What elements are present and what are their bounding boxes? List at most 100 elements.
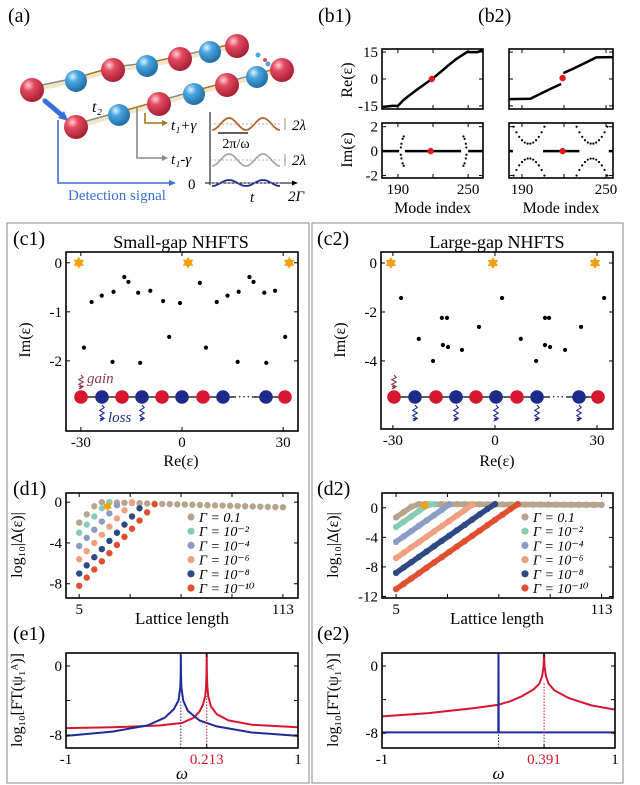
data-point <box>465 146 468 149</box>
data-point <box>462 135 465 138</box>
loss-site <box>489 390 503 404</box>
data-point <box>197 280 202 285</box>
data-point <box>98 558 106 565</box>
legend-label: Γ = 10⁻⁴ <box>532 539 584 554</box>
data-point <box>241 503 249 510</box>
data-point <box>453 512 461 519</box>
data-point <box>91 503 98 510</box>
y-axis-label: Im(ε) <box>339 132 356 167</box>
data-point <box>545 501 552 508</box>
data-point <box>586 158 589 161</box>
gap <box>236 393 252 401</box>
data-point <box>546 315 552 320</box>
data-point <box>151 501 158 508</box>
data-point <box>415 553 423 561</box>
data-point <box>461 521 468 529</box>
gain-site <box>429 390 443 404</box>
data-point <box>491 500 499 508</box>
data-point <box>121 533 128 541</box>
data-point <box>408 575 415 582</box>
x-tick-label: 0 <box>178 435 186 451</box>
data-point <box>438 537 445 545</box>
legend-swatch <box>521 541 529 550</box>
data-point <box>83 562 90 569</box>
data-point <box>167 334 172 339</box>
data-point <box>575 125 578 128</box>
x-tick-label: 190 <box>511 182 534 198</box>
data-point <box>552 501 560 508</box>
highlight-point <box>559 74 566 82</box>
arrowhead-icon <box>162 120 168 126</box>
data-point <box>400 533 407 540</box>
gap <box>550 393 566 401</box>
data-point <box>106 549 113 557</box>
data-point <box>214 299 219 305</box>
data-point <box>400 580 407 588</box>
data-point <box>547 344 553 350</box>
data-point <box>523 158 526 161</box>
legend-swatch <box>521 584 529 592</box>
gain-site <box>74 390 88 404</box>
gain-site <box>469 390 483 404</box>
data-point <box>430 511 438 519</box>
chart-title: Large-gap NHFTS <box>429 232 564 252</box>
data-point <box>532 158 535 161</box>
site-a-sphere <box>225 34 249 58</box>
data-point <box>136 505 143 512</box>
data-point <box>91 513 98 520</box>
data-point <box>236 289 241 294</box>
panel-label-c1: (c1) <box>13 228 45 250</box>
data-point <box>459 347 465 353</box>
data-point <box>235 359 240 364</box>
data-point <box>500 295 505 301</box>
time-axis-label: t <box>250 190 255 206</box>
data-point <box>430 543 438 550</box>
gain-site <box>115 390 129 404</box>
panel-label-b1: (b1) <box>318 5 351 27</box>
data-point <box>534 139 538 142</box>
ellipsis-label: ··· <box>238 389 251 404</box>
legend-label: Γ = 10⁻¹⁰ <box>198 582 255 597</box>
data-point <box>597 139 601 142</box>
legend-swatch <box>187 513 195 521</box>
data-point <box>143 500 151 507</box>
data-point <box>491 516 499 524</box>
data-point <box>272 503 279 511</box>
data-point <box>400 564 407 571</box>
detection-line <box>57 120 170 184</box>
data-point <box>476 527 484 534</box>
data-point <box>415 522 423 530</box>
data-point <box>423 517 430 524</box>
y-tick-label: 2 <box>371 120 379 136</box>
data-point <box>423 533 430 540</box>
data-point <box>219 502 226 509</box>
star-marker <box>589 260 601 269</box>
legend-label: Γ = 10⁻² <box>532 525 584 540</box>
data-point <box>196 501 204 509</box>
data-point <box>247 274 252 280</box>
plot-area <box>509 55 613 101</box>
data-point <box>446 532 453 539</box>
series-line <box>562 55 613 75</box>
site-b-sphere <box>246 66 268 88</box>
data-point <box>578 324 584 330</box>
data-point <box>98 545 106 553</box>
x-tick-label: 30 <box>590 433 605 449</box>
data-point <box>598 501 605 509</box>
x-tick-label: -30 <box>383 433 403 449</box>
data-point <box>543 174 546 177</box>
data-point <box>398 295 404 301</box>
chart-title: Small-gap NHFTS <box>113 232 249 252</box>
data-point <box>453 527 461 534</box>
x-tick-label: 1 <box>611 752 619 768</box>
site-a-sphere <box>20 78 44 102</box>
data-point <box>444 315 450 320</box>
x-tick-label: 0.213 <box>190 752 224 768</box>
data-point <box>91 554 98 561</box>
b2-re-plot <box>508 48 614 110</box>
x-tick-label: 0.391 <box>527 752 561 768</box>
highlight-point <box>427 147 434 155</box>
data-point <box>251 279 256 285</box>
